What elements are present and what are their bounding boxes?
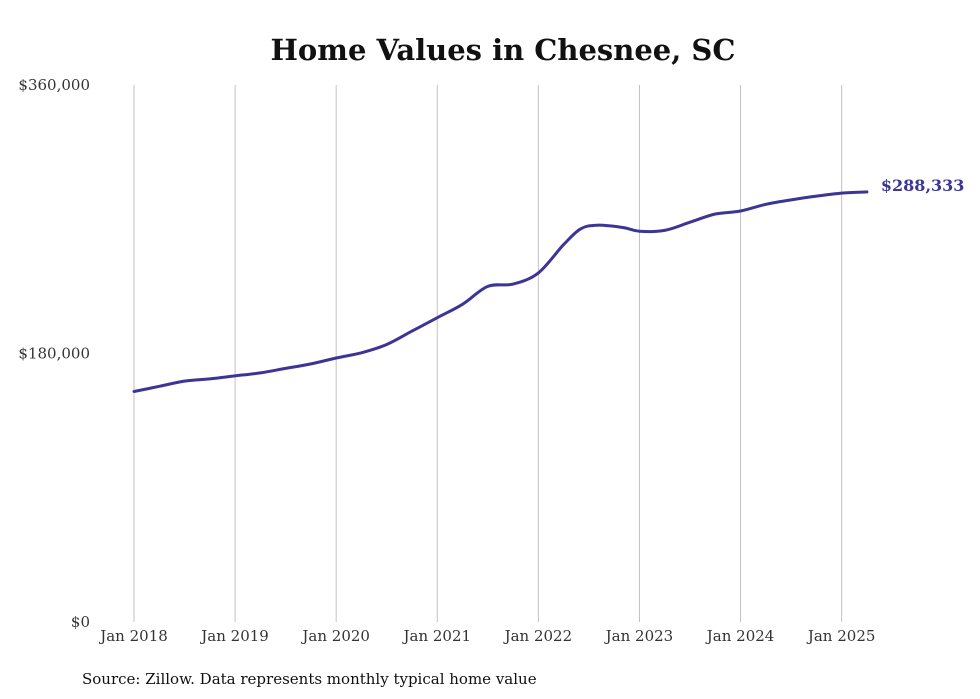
x-tick-label: Jan 2025 [806,627,876,645]
x-tick-label: Jan 2018 [98,627,168,645]
source-note: Source: Zillow. Data represents monthly … [82,670,537,688]
chart-title: Home Values in Chesnee, SC [271,33,736,67]
x-tick-label: Jan 2021 [401,627,471,645]
y-axis-ticks: $0 $180,000 $360,000 [18,76,90,631]
x-tick-label: Jan 2022 [503,627,573,645]
y-tick-label: $180,000 [18,345,90,363]
x-tick-label: Jan 2024 [705,627,775,645]
x-tick-label: Jan 2023 [604,627,674,645]
series-layer: $288,333 [132,176,965,393]
end-value-label: $288,333 [881,176,965,195]
gridlines [133,85,843,622]
y-tick-label: $360,000 [18,76,90,94]
y-tick-label: $0 [71,613,90,631]
series-line [132,190,869,393]
x-tick-label: Jan 2019 [199,627,269,645]
x-tick-label: Jan 2020 [300,627,370,645]
x-axis-ticks: Jan 2018 Jan 2019 Jan 2020 Jan 2021 Jan 2022… [98,627,875,645]
